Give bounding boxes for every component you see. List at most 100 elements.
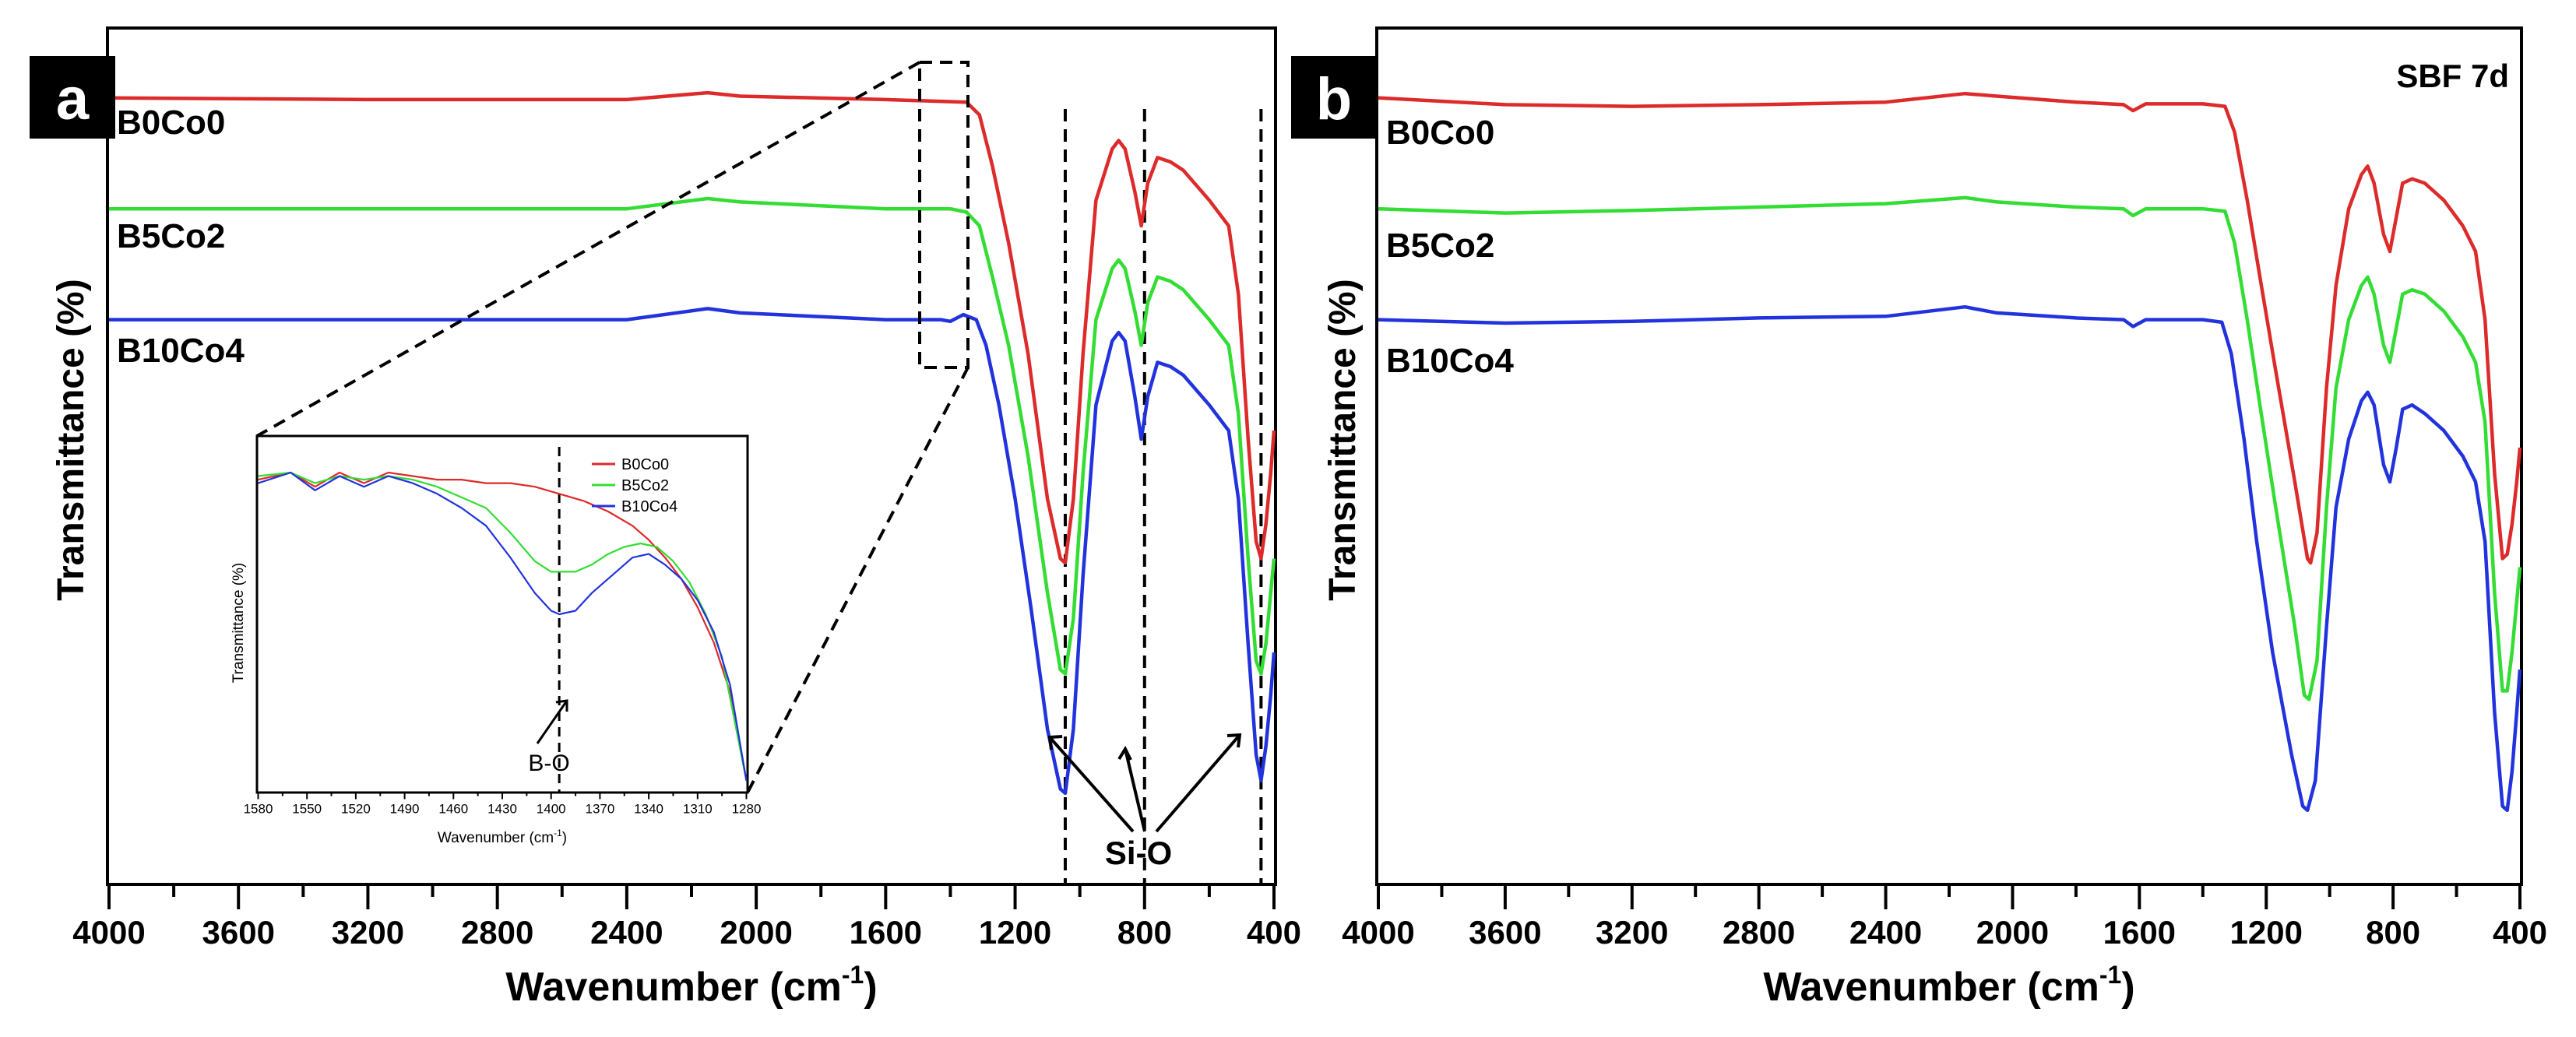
inset-x-tick-label-1430: 1430 bbox=[487, 801, 517, 816]
panel-a-label-b5co2: B5Co2 bbox=[117, 217, 225, 255]
inset-x-tick-label-1550: 1550 bbox=[292, 801, 322, 816]
panel-b-label-b10co4: B10Co4 bbox=[1386, 342, 1514, 380]
inset-x-axis-label-sup: -1 bbox=[554, 828, 562, 838]
si-o-arrow-1045 bbox=[1048, 736, 1135, 833]
panel-b-x-tick-label-4000: 4000 bbox=[1342, 914, 1414, 951]
si-o-arrowhead-1045 bbox=[1047, 735, 1063, 751]
inset-x-tick-label-1490: 1490 bbox=[390, 801, 420, 816]
inset-x-tick-labels: 1580 1550 1520 1490 1460 1430 1400 1370 1340 1310… bbox=[244, 801, 762, 816]
inset-legend-label-b10co4: B10Co4 bbox=[621, 498, 677, 515]
panel-a-label-b10co4: B10Co4 bbox=[117, 332, 245, 370]
inset-x-axis-label: Wavenumber (cm-1) bbox=[438, 828, 567, 846]
inset-legend: B0Co0 B5Co2 B10Co4 bbox=[592, 456, 677, 515]
panel-b-label-b0co0: B0Co0 bbox=[1386, 114, 1494, 152]
panel-a-x-tick-label-3600: 3600 bbox=[202, 914, 275, 951]
zoom-projection-line-right bbox=[746, 367, 970, 793]
panel-a-x-ticks bbox=[107, 883, 1276, 909]
panel-a-x-axis-label-main: Wavenumber (cm bbox=[505, 965, 842, 1010]
panel-b-x-tick-label-3600: 3600 bbox=[1469, 914, 1541, 951]
inset-plot: 1580 1550 1520 1490 1460 1430 1400 1370 1340 1310… bbox=[231, 434, 762, 846]
inset-x-tick-label-1400: 1400 bbox=[537, 801, 566, 816]
inset-plot-frame bbox=[255, 434, 749, 794]
panel-b-y-axis-label: Transmittance (%) bbox=[1322, 279, 1364, 600]
inset-x-ticks bbox=[257, 791, 748, 800]
panel-a-series-b5co2 bbox=[109, 196, 1276, 676]
inset-x-tick-label-1520: 1520 bbox=[341, 801, 371, 816]
inset-x-tick-label-1280: 1280 bbox=[732, 801, 762, 816]
si-o-arrows bbox=[1047, 733, 1242, 833]
b-o-arrow-shaft bbox=[536, 700, 568, 744]
panel-a-x-tick-label-3200: 3200 bbox=[332, 914, 404, 951]
si-o-arrow-800 bbox=[1124, 748, 1146, 832]
panel-b-label-box bbox=[1291, 56, 1377, 139]
panel-a-si-o-guide-lines bbox=[1063, 109, 1263, 883]
b-o-arrow-head bbox=[555, 699, 568, 712]
inset-y-axis-label: Transmittance (%) bbox=[231, 563, 247, 684]
panel-a-x-tick-label-2400: 2400 bbox=[590, 914, 663, 951]
b-o-arrow bbox=[536, 699, 568, 744]
inset-series bbox=[258, 471, 748, 782]
panel-b-x-tick-label-2000: 2000 bbox=[1976, 914, 2049, 951]
panel-b-x-tick-label-400: 400 bbox=[2493, 914, 2547, 951]
panel-b-series bbox=[1378, 91, 2522, 813]
panel-a-x-tick-label-4000: 4000 bbox=[72, 914, 145, 951]
panel-b-plot-frame bbox=[1375, 26, 2523, 886]
panel-a-label-box bbox=[30, 56, 115, 139]
panel-b-title: SBF 7d bbox=[2396, 58, 2509, 94]
panel-b-x-axis-label: Wavenumber (cm-1) bbox=[1763, 961, 2134, 1010]
panel-a-x-axis-label-sup: -1 bbox=[842, 961, 864, 989]
panel-a-x-tick-label-1200: 1200 bbox=[979, 914, 1051, 951]
panel-b-x-tick-label-1200: 1200 bbox=[2230, 914, 2303, 951]
panel-b-x-axis-label-main: Wavenumber (cm bbox=[1763, 965, 2099, 1010]
panel-a-x-tick-label-2000: 2000 bbox=[720, 914, 792, 951]
panel-a-x-tick-label-2800: 2800 bbox=[461, 914, 533, 951]
inset-x-axis-label-close: ) bbox=[562, 830, 567, 846]
panel-a-series bbox=[108, 90, 1276, 796]
panel-b-x-ticks bbox=[1377, 883, 2521, 909]
si-o-annotation: Si-O bbox=[1105, 835, 1172, 871]
panel-a-series-b0co0 bbox=[108, 90, 1276, 565]
panel-b-x-tick-labels: 4000 3600 3200 2800 2400 2000 1600 1200 800 400 bbox=[1342, 914, 2547, 951]
inset-x-tick-label-1580: 1580 bbox=[244, 801, 273, 816]
panel-a-x-axis-label: Wavenumber (cm-1) bbox=[505, 961, 877, 1010]
si-o-arrowhead-440 bbox=[1226, 733, 1242, 748]
b-o-annotation: B-O bbox=[528, 751, 569, 776]
inset-x-tick-label-1460: 1460 bbox=[438, 801, 468, 816]
inset-x-tick-label-1310: 1310 bbox=[683, 801, 713, 816]
panel-b-x-tick-label-1600: 1600 bbox=[2103, 914, 2176, 951]
inset-legend-label-b0co0: B0Co0 bbox=[621, 456, 669, 473]
panel-b-x-tick-label-800: 800 bbox=[2366, 914, 2420, 951]
panel-b-label-b5co2: B5Co2 bbox=[1386, 227, 1494, 265]
panel-b-x-axis-label-close: ) bbox=[2121, 965, 2134, 1010]
inset-x-tick-label-1340: 1340 bbox=[634, 801, 663, 816]
zoom-region-box bbox=[918, 61, 970, 369]
panel-a-x-axis-label-close: ) bbox=[864, 965, 877, 1010]
inset-x-tick-label-1370: 1370 bbox=[585, 801, 614, 816]
panel-b-x-tick-label-3200: 3200 bbox=[1596, 914, 1668, 951]
panel-b-series-b0co0 bbox=[1378, 91, 2522, 565]
inset-legend-label-b5co2: B5Co2 bbox=[621, 477, 669, 494]
panel-a: 4000 3600 3200 2800 2400 2000 1600 1200 800 400 a… bbox=[30, 26, 1301, 1010]
panel-b: 4000 3600 3200 2800 2400 2000 1600 1200 800 400 b… bbox=[1291, 26, 2547, 1010]
inset-x-axis-label-main: Wavenumber (cm bbox=[438, 830, 554, 846]
panel-b-x-tick-label-2400: 2400 bbox=[1849, 914, 1922, 951]
panel-b-series-b5co2 bbox=[1378, 195, 2522, 701]
panel-b-x-axis-label-sup: -1 bbox=[2099, 961, 2121, 989]
inset-series-b10co4 bbox=[258, 471, 748, 781]
panel-a-x-tick-labels: 4000 3600 3200 2800 2400 2000 1600 1200 800 400 bbox=[72, 914, 1301, 951]
panel-b-x-tick-label-2800: 2800 bbox=[1723, 914, 1795, 951]
zoom-projection-line-left bbox=[256, 61, 920, 438]
panel-b-label: b bbox=[1316, 66, 1352, 132]
panel-a-y-axis-label: Transmittance (%) bbox=[51, 279, 92, 600]
si-o-arrow-440 bbox=[1155, 733, 1241, 833]
panel-a-label-b0co0: B0Co0 bbox=[117, 104, 225, 142]
panel-a-x-tick-label-400: 400 bbox=[1247, 914, 1301, 951]
inset-series-b5co2 bbox=[258, 471, 748, 782]
inset-series-b0co0 bbox=[258, 471, 748, 781]
panel-b-series-b10co4 bbox=[1378, 304, 2522, 813]
panel-a-label: a bbox=[56, 66, 90, 132]
panel-a-x-tick-label-1600: 1600 bbox=[850, 914, 922, 951]
si-o-arrowhead-800 bbox=[1117, 745, 1132, 761]
panel-a-x-tick-label-800: 800 bbox=[1117, 914, 1172, 951]
